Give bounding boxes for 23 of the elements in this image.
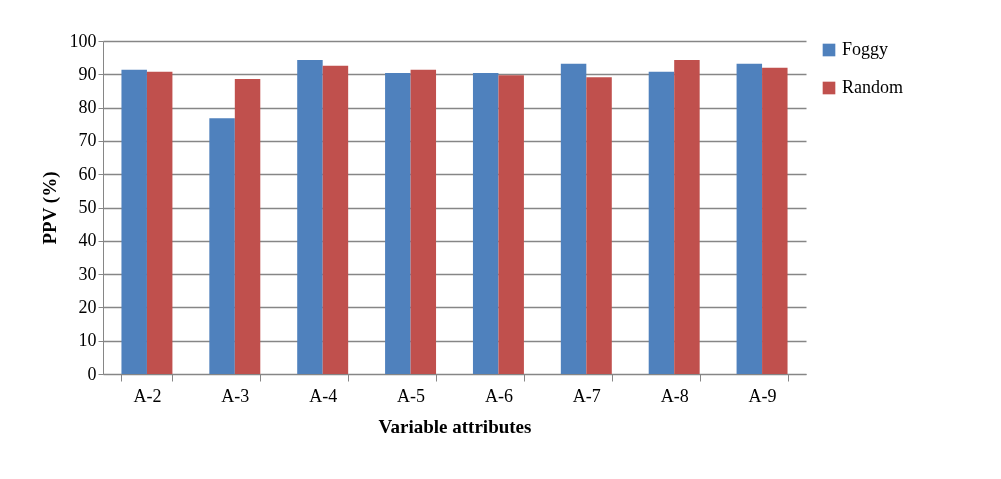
y-tick-label: 40 xyxy=(78,230,97,251)
y-tick-label: 30 xyxy=(78,263,97,284)
legend-label: Random xyxy=(842,77,903,97)
x-tick-label: A-7 xyxy=(572,385,601,406)
x-tick-label: A-4 xyxy=(309,385,338,406)
y-tick-label: 10 xyxy=(78,330,97,351)
x-tick-label: A-2 xyxy=(133,385,162,406)
y-tick-label: 70 xyxy=(78,130,97,151)
x-tick-label: A-8 xyxy=(660,385,689,406)
y-tick-label: 50 xyxy=(78,197,97,217)
x-tick-label: A-5 xyxy=(397,385,426,406)
y-tick-label: 20 xyxy=(78,296,97,317)
x-axis-title: Variable attributes xyxy=(378,415,532,437)
y-tick-label: 60 xyxy=(78,163,97,184)
x-tick-label: A-3 xyxy=(221,385,250,406)
y-tick-label: 90 xyxy=(78,63,97,84)
y-tick-label: 80 xyxy=(78,97,97,118)
x-tick-label: A-9 xyxy=(748,385,777,406)
y-tick-label: 0 xyxy=(87,363,97,384)
x-tick-label: A-6 xyxy=(484,385,513,406)
legend-label: Foggy xyxy=(842,39,889,59)
y-axis-title: PPV (%) xyxy=(38,171,61,245)
y-tick-label: 100 xyxy=(69,30,97,51)
